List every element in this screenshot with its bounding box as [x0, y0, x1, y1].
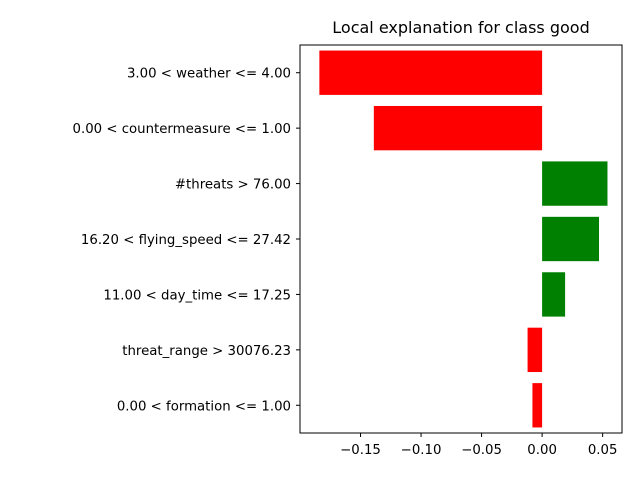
bar-2	[373, 105, 543, 151]
category-labels: 3.00 < weather <= 4.00 0.00 < countermeas…	[73, 67, 300, 414]
x-tick-label-4: 0.00	[527, 443, 557, 458]
bars-group	[319, 50, 608, 428]
chart-title: Local explanation for class good	[332, 18, 589, 37]
bar-5	[542, 272, 566, 317]
bar-1	[319, 50, 543, 95]
category-label-3: #threats > 76.00	[175, 178, 291, 193]
category-label-1: 3.00 < weather <= 4.00	[127, 67, 291, 82]
x-tick-label-1: −0.15	[340, 443, 381, 458]
category-label-5: 11.00 < day_time <= 17.25	[103, 288, 291, 303]
plot-frame	[299, 44, 623, 434]
category-label-6: threat_range > 30076.23	[122, 344, 291, 359]
bar-4	[542, 216, 599, 262]
bar-7	[532, 383, 543, 428]
category-label-7: 0.00 < formation <= 1.00	[117, 399, 291, 414]
x-tick-label-3: −0.05	[461, 443, 502, 458]
x-tick-label-2: −0.10	[401, 443, 442, 458]
category-label-2: 0.00 < countermeasure <= 1.00	[73, 122, 291, 137]
x-tick-label-5: 0.05	[588, 443, 618, 458]
bar-3	[542, 161, 608, 206]
x-axis: −0.15 −0.10 −0.05 0.00 0.05	[340, 433, 617, 458]
category-label-4: 16.20 < flying_speed <= 27.42	[81, 233, 291, 248]
bar-6	[527, 327, 543, 373]
